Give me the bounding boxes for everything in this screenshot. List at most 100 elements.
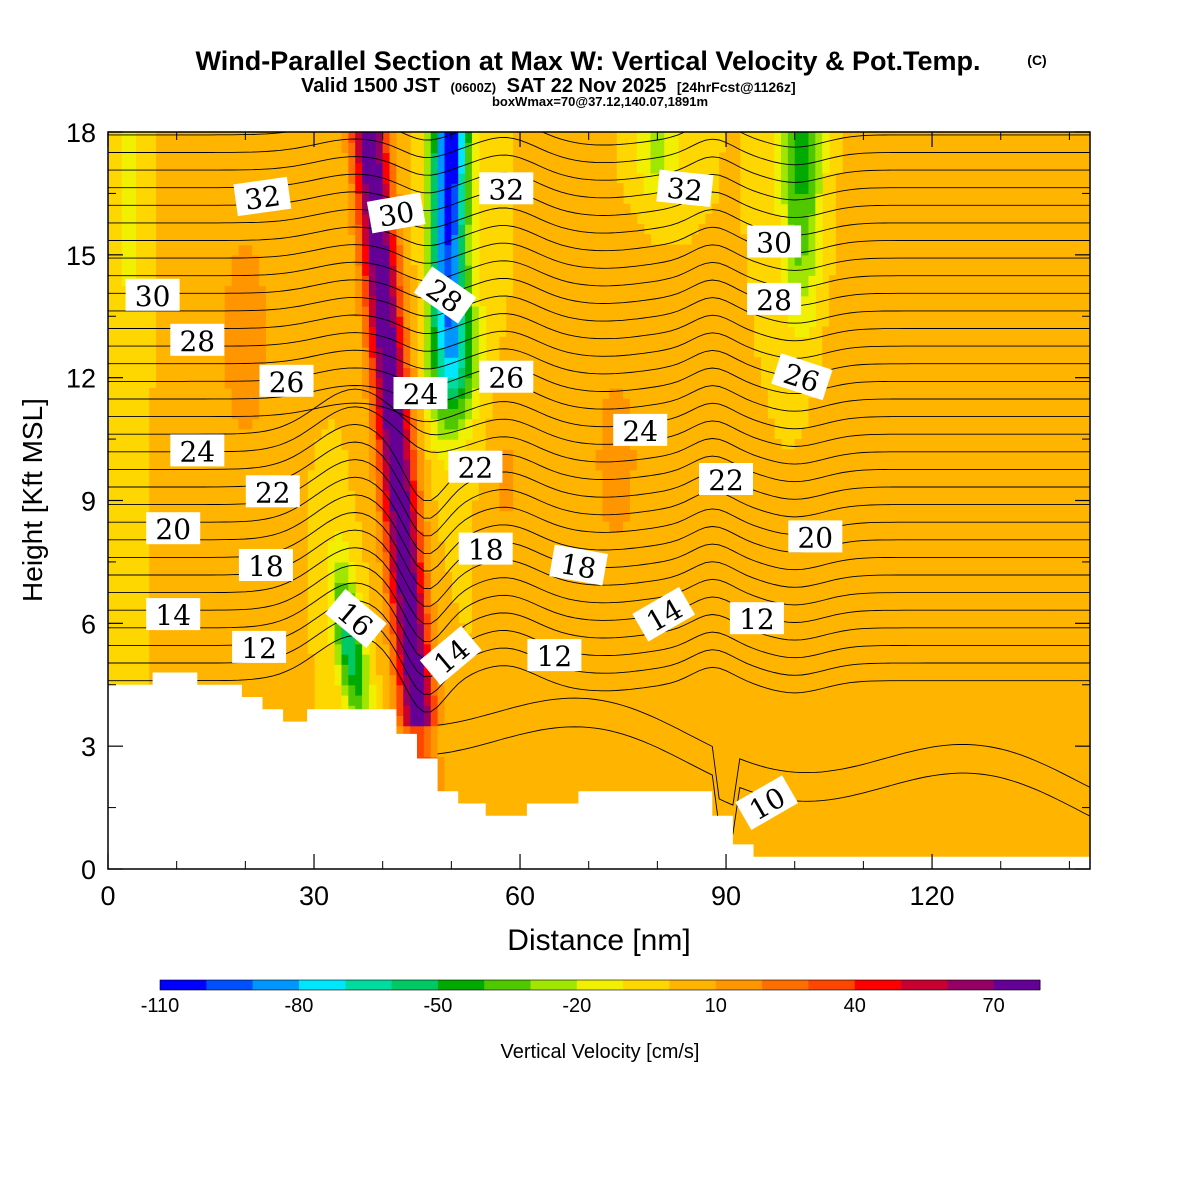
velocity-cell xyxy=(162,244,171,256)
velocity-cell xyxy=(643,377,652,389)
velocity-cell xyxy=(506,480,514,491)
velocity-cell xyxy=(259,265,267,276)
velocity-cell xyxy=(362,285,370,297)
velocity-cell xyxy=(307,162,315,174)
velocity-cell xyxy=(169,561,178,573)
subtitle-utc-time: (0600Z) xyxy=(451,80,497,95)
velocity-cell xyxy=(231,459,240,471)
velocity-cell xyxy=(423,541,432,553)
velocity-cell xyxy=(279,244,288,256)
velocity-cell xyxy=(574,746,583,758)
velocity-cell xyxy=(643,490,652,502)
velocity-cell xyxy=(506,735,514,747)
velocity-cell xyxy=(465,387,473,399)
velocity-cell xyxy=(410,541,418,553)
velocity-cell xyxy=(629,275,638,287)
velocity-cell xyxy=(396,480,404,491)
velocity-cell xyxy=(540,428,549,440)
velocity-cell xyxy=(403,132,411,143)
velocity-cell xyxy=(499,735,507,747)
velocity-cell xyxy=(506,500,514,512)
velocity-cell xyxy=(279,132,288,143)
velocity-cell xyxy=(650,326,658,338)
velocity-cell xyxy=(520,449,528,461)
velocity-cell xyxy=(217,418,226,430)
velocity-cell xyxy=(471,152,480,164)
velocity-cell xyxy=(588,520,597,532)
velocity-cell xyxy=(211,285,219,297)
velocity-cell xyxy=(513,449,521,461)
velocity-cell xyxy=(272,592,281,604)
velocity-cell xyxy=(362,531,370,543)
velocity-cell xyxy=(272,398,281,409)
velocity-cell xyxy=(520,531,528,543)
velocity-cell xyxy=(616,520,624,532)
velocity-cell xyxy=(430,193,439,205)
velocity-cell xyxy=(616,387,624,399)
velocity-cell xyxy=(444,357,452,369)
velocity-cell xyxy=(348,285,356,297)
velocity-cell xyxy=(664,295,672,307)
velocity-cell xyxy=(382,684,391,696)
velocity-cell xyxy=(396,520,404,532)
velocity-cell xyxy=(520,439,528,450)
velocity-cell xyxy=(204,224,212,235)
velocity-cell xyxy=(211,265,219,276)
velocity-cell xyxy=(533,439,542,450)
velocity-cell xyxy=(217,203,226,215)
velocity-cell xyxy=(616,265,624,276)
velocity-cell xyxy=(396,275,404,287)
velocity-cell xyxy=(355,694,363,706)
velocity-cell xyxy=(300,234,308,246)
velocity-cell xyxy=(430,316,439,328)
velocity-cell xyxy=(423,592,432,604)
velocity-cell xyxy=(224,582,233,594)
velocity-cell xyxy=(300,439,308,450)
velocity-cell xyxy=(238,152,246,164)
velocity-cell xyxy=(396,510,404,522)
velocity-cell xyxy=(554,490,562,502)
velocity-cell xyxy=(657,285,665,297)
velocity-cell xyxy=(643,776,652,788)
velocity-cell xyxy=(217,275,226,287)
velocity-cell xyxy=(293,602,301,614)
velocity-cell xyxy=(238,490,246,502)
velocity-cell xyxy=(602,398,610,409)
velocity-cell xyxy=(224,654,233,665)
velocity-cell xyxy=(444,193,452,205)
velocity-cell xyxy=(437,346,446,358)
velocity-cell xyxy=(471,664,480,676)
velocity-cell xyxy=(650,398,658,409)
velocity-cell xyxy=(162,398,171,409)
velocity-cell xyxy=(664,162,672,174)
velocity-cell xyxy=(623,469,631,481)
velocity-cell xyxy=(602,408,610,420)
velocity-cell xyxy=(238,531,246,543)
velocity-cell xyxy=(362,551,370,563)
velocity-cell xyxy=(348,224,356,235)
velocity-cell xyxy=(636,735,645,747)
velocity-cell xyxy=(217,480,226,491)
velocity-cell xyxy=(265,326,274,338)
velocity-cell xyxy=(293,193,301,205)
velocity-cell xyxy=(506,346,514,358)
velocity-cell xyxy=(259,346,267,358)
velocity-cell xyxy=(252,377,260,389)
velocity-cell xyxy=(581,480,590,491)
velocity-cell xyxy=(588,152,597,164)
velocity-cell xyxy=(231,224,240,235)
velocity-cell xyxy=(643,715,652,727)
velocity-cell xyxy=(609,602,617,614)
velocity-cell xyxy=(609,224,617,235)
velocity-cell xyxy=(471,408,480,420)
velocity-cell xyxy=(609,684,617,696)
velocity-cell xyxy=(327,244,336,256)
velocity-cell xyxy=(533,418,542,430)
velocity-cell xyxy=(176,306,185,317)
velocity-cell xyxy=(506,613,514,624)
velocity-cell xyxy=(533,398,542,409)
velocity-cell xyxy=(671,715,679,727)
velocity-cell xyxy=(595,152,604,164)
velocity-cell xyxy=(616,510,624,522)
velocity-cell xyxy=(533,531,542,543)
